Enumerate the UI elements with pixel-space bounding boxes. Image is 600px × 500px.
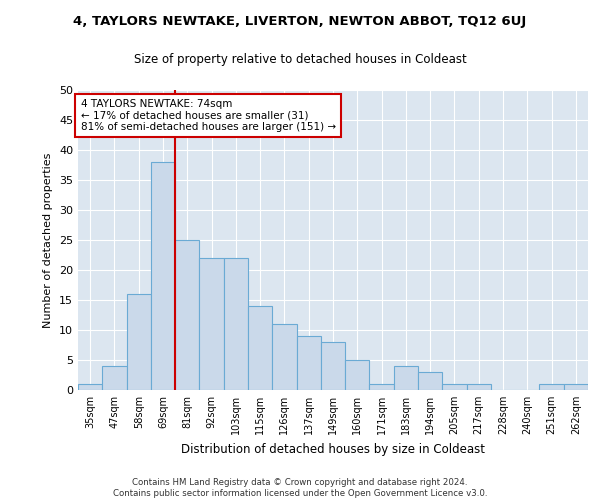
Text: Contains HM Land Registry data © Crown copyright and database right 2024.
Contai: Contains HM Land Registry data © Crown c… xyxy=(113,478,487,498)
Bar xyxy=(442,384,467,390)
Bar xyxy=(370,384,394,390)
Text: 4 TAYLORS NEWTAKE: 74sqm
← 17% of detached houses are smaller (31)
81% of semi-d: 4 TAYLORS NEWTAKE: 74sqm ← 17% of detach… xyxy=(80,99,335,132)
Bar xyxy=(539,384,564,390)
X-axis label: Distribution of detached houses by size in Coldeast: Distribution of detached houses by size … xyxy=(181,442,485,456)
Bar xyxy=(102,366,127,390)
Bar xyxy=(127,294,151,390)
Bar xyxy=(467,384,491,390)
Bar xyxy=(151,162,175,390)
Bar xyxy=(564,384,588,390)
Bar xyxy=(248,306,272,390)
Bar xyxy=(272,324,296,390)
Bar xyxy=(175,240,199,390)
Y-axis label: Number of detached properties: Number of detached properties xyxy=(43,152,53,328)
Bar xyxy=(321,342,345,390)
Bar xyxy=(345,360,370,390)
Bar xyxy=(224,258,248,390)
Bar xyxy=(296,336,321,390)
Bar xyxy=(78,384,102,390)
Text: 4, TAYLORS NEWTAKE, LIVERTON, NEWTON ABBOT, TQ12 6UJ: 4, TAYLORS NEWTAKE, LIVERTON, NEWTON ABB… xyxy=(73,15,527,28)
Bar xyxy=(418,372,442,390)
Bar xyxy=(199,258,224,390)
Text: Size of property relative to detached houses in Coldeast: Size of property relative to detached ho… xyxy=(134,52,466,66)
Bar xyxy=(394,366,418,390)
